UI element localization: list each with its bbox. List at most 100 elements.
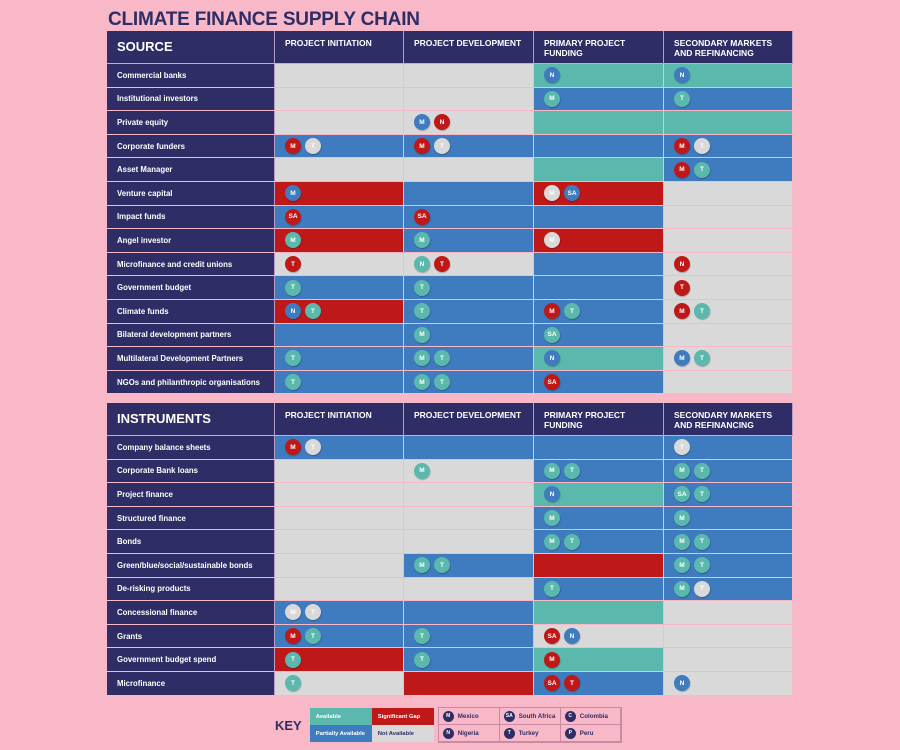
table-cell: M (404, 323, 534, 348)
country-badge: T (434, 557, 450, 574)
country-badge: SA (674, 486, 690, 503)
table-cell: T (664, 436, 793, 460)
row-label: Institutional investors (107, 87, 275, 112)
column-header-project-initiation: PROJECT INITIATION (275, 403, 404, 436)
row-label: Commercial banks (107, 64, 275, 88)
row-label: Grants (107, 624, 275, 649)
table-cell (404, 577, 534, 602)
country-badge: T (694, 161, 710, 178)
table-cell: SA (534, 323, 664, 348)
table-cell (534, 111, 664, 135)
table-cell (664, 648, 793, 672)
table-cell: M (534, 229, 664, 253)
table-cell: M (404, 229, 534, 253)
column-header-secondary-markets-and-refinancing: SECONDARY MARKETS AND REFINANCING (664, 403, 793, 436)
key-country-nigeria: N Nigeria (438, 725, 500, 742)
country-badge: T (305, 604, 321, 621)
country-badge: M (674, 138, 690, 155)
country-badge: SA (544, 675, 560, 692)
table-cell: T (664, 87, 793, 112)
country-badge: M (285, 604, 301, 621)
country-code-icon: C (564, 710, 576, 722)
country-badge: T (564, 462, 580, 479)
table-cell (664, 229, 793, 253)
table-cell: M (275, 229, 404, 253)
column-header-project-initiation: PROJECT INITIATION (275, 31, 404, 64)
country-badge: T (694, 486, 710, 503)
country-badge: T (564, 533, 580, 550)
key-title: KEY (275, 717, 302, 733)
section-heading: INSTRUMENTS (107, 403, 275, 436)
key-country-turkey: T Turkey (499, 725, 561, 742)
table-cell: T (404, 624, 534, 649)
table-cell (275, 506, 404, 531)
row-label: Bilateral development partners (107, 323, 275, 348)
row-label: Asset Manager (107, 158, 275, 182)
table-cell: T (534, 577, 664, 602)
row-label: Private equity (107, 111, 275, 135)
column-header-project-development: PROJECT DEVELOPMENT (404, 31, 534, 64)
country-badge: M (674, 350, 690, 367)
table-cell (534, 252, 664, 277)
table-cell: M (534, 506, 664, 531)
country-badge: T (564, 675, 580, 692)
country-badge: T (414, 651, 430, 668)
country-code-icon: T (503, 727, 515, 739)
key-status-partially-available: Partially Available (309, 725, 372, 742)
country-badge: M (414, 326, 430, 343)
country-badge: M (674, 533, 690, 550)
table-cell (664, 624, 793, 649)
table-cell (534, 553, 664, 578)
table-cell (404, 158, 534, 182)
table-cell (275, 87, 404, 112)
key-status-available: Available (309, 708, 372, 725)
section-heading: SOURCE (107, 31, 275, 64)
column-header-primary-project-funding: PRIMARY PROJECT FUNDING (534, 31, 664, 64)
row-label: Corporate Bank loans (107, 459, 275, 484)
table-cell: M SA (534, 181, 664, 206)
country-badge: M (544, 90, 560, 107)
country-badge: T (285, 651, 301, 668)
country-badge: SA (414, 208, 430, 225)
table-cell (534, 276, 664, 300)
row-label: Microfinance (107, 671, 275, 696)
country-badge: T (414, 303, 430, 320)
key-legend: KEY Available Significant Gap Partially Av… (275, 707, 622, 743)
country-badge: T (305, 303, 321, 320)
country-badge: N (564, 628, 580, 645)
country-badge: N (544, 350, 560, 367)
table-cell: T (275, 347, 404, 371)
table-cell: SA (534, 370, 664, 395)
row-label: Venture capital (107, 181, 275, 206)
table-cell: SA T (534, 671, 664, 696)
country-badge: T (434, 350, 450, 367)
country-badge: M (414, 350, 430, 367)
country-badge: T (544, 580, 560, 597)
country-badge: T (305, 628, 321, 645)
country-badge: T (285, 256, 301, 273)
table-cell: M (664, 506, 793, 531)
country-badge: T (674, 279, 690, 296)
country-badge: N (434, 114, 450, 131)
country-badge: SA (544, 374, 560, 391)
country-badge: N (674, 256, 690, 273)
country-badge: N (414, 256, 430, 273)
table-cell: M (534, 87, 664, 112)
country-badge: M (285, 439, 301, 456)
country-badge: T (285, 350, 301, 367)
row-label: Corporate funders (107, 134, 275, 159)
table-cell (404, 64, 534, 88)
country-badge: M (674, 510, 690, 527)
country-badge: SA (564, 185, 580, 202)
country-badge: M (544, 533, 560, 550)
table-cell (275, 64, 404, 88)
table-cell (404, 436, 534, 460)
table-cell (404, 483, 534, 507)
table-cell (275, 111, 404, 135)
